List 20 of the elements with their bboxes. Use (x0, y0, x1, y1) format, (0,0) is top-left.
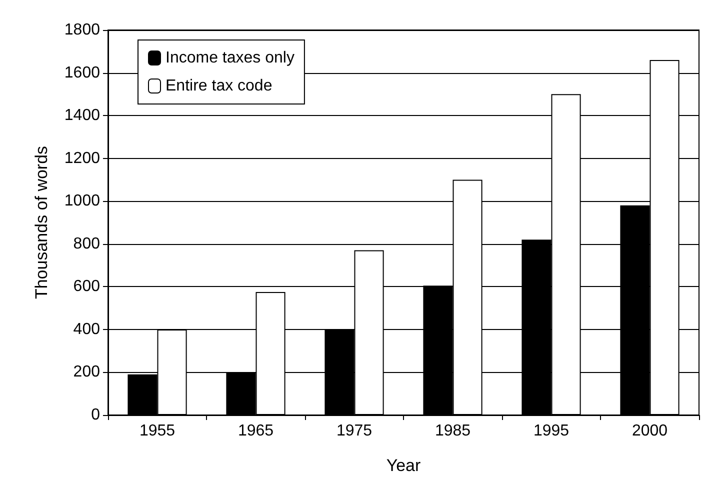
y-tick-label: 1600 (64, 64, 100, 82)
y-tick-label: 600 (73, 278, 100, 296)
y-tick-label: 800 (73, 235, 100, 252)
x-tick-label: 1955 (139, 422, 176, 440)
legend-label: Income taxes only (166, 50, 294, 66)
x-tick-label: 1985 (434, 422, 471, 440)
y-tick-label: 1200 (64, 150, 100, 167)
x-axis-title: Year (386, 456, 422, 475)
y-axis-title: Thousands of words (32, 146, 51, 300)
legend-label: Entire tax code (166, 78, 272, 94)
y-tick-label: 1000 (64, 192, 100, 210)
x-tick-label: 1995 (533, 422, 570, 440)
x-tick-label: 2000 (632, 422, 668, 440)
x-tick-label: 1975 (336, 422, 372, 440)
y-tick-label: 1400 (64, 107, 100, 124)
y-tick-label: 1800 (64, 22, 100, 38)
x-tick-label: 1965 (238, 422, 274, 440)
y-tick-label: 200 (73, 364, 100, 381)
y-tick-label: 400 (73, 320, 100, 338)
y-tick-label: 0 (91, 406, 100, 424)
